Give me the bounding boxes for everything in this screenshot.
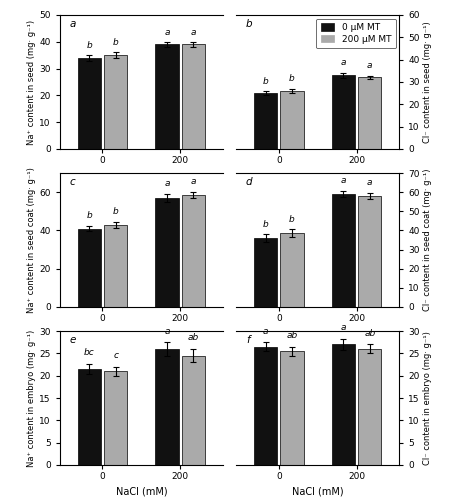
Text: d: d — [246, 177, 252, 187]
Bar — [78, 58, 101, 149]
Bar — [155, 198, 179, 307]
Bar — [332, 194, 355, 307]
Bar — [182, 195, 205, 307]
Text: a: a — [164, 326, 170, 336]
Text: f: f — [246, 335, 249, 345]
Text: a: a — [190, 28, 196, 37]
Text: bc: bc — [84, 348, 95, 357]
Y-axis label: Na⁺ content in embryo (mg· g⁻¹): Na⁺ content in embryo (mg· g⁻¹) — [28, 330, 36, 466]
Text: a: a — [341, 324, 346, 332]
Bar — [78, 228, 101, 307]
Text: b: b — [246, 19, 252, 29]
X-axis label: NaCl (mM): NaCl (mM) — [116, 486, 167, 496]
Text: a: a — [341, 176, 346, 186]
Bar — [358, 196, 381, 307]
Y-axis label: Cl⁻ content in seed (mg· g⁻¹): Cl⁻ content in seed (mg· g⁻¹) — [423, 21, 431, 143]
Bar — [155, 44, 179, 149]
Bar — [254, 93, 277, 149]
Bar — [104, 55, 127, 149]
Bar — [358, 78, 381, 149]
Bar — [280, 351, 304, 465]
Y-axis label: Na⁺ content in seed (mg· g⁻¹): Na⁺ content in seed (mg· g⁻¹) — [28, 20, 36, 144]
Bar — [78, 369, 101, 465]
Bar — [332, 76, 355, 149]
Text: b: b — [113, 207, 118, 216]
Bar — [104, 371, 127, 465]
Legend: 0 μM MT, 200 μM MT: 0 μM MT, 200 μM MT — [316, 18, 396, 48]
Text: a: a — [164, 180, 170, 188]
Bar — [104, 224, 127, 307]
Bar — [280, 91, 304, 149]
Text: a: a — [367, 178, 373, 188]
Bar — [332, 344, 355, 465]
Text: b: b — [263, 77, 269, 86]
Text: b: b — [289, 74, 295, 83]
Bar — [155, 349, 179, 465]
Text: b: b — [86, 211, 92, 220]
Text: ab: ab — [286, 331, 297, 340]
Text: c: c — [69, 177, 75, 187]
Text: a: a — [263, 326, 269, 336]
Bar — [280, 234, 304, 307]
Text: ab: ab — [188, 333, 199, 342]
Text: b: b — [263, 220, 269, 228]
Y-axis label: Cl⁻ content in embryo (mg· g⁻¹): Cl⁻ content in embryo (mg· g⁻¹) — [423, 331, 431, 465]
Bar — [254, 238, 277, 307]
Text: e: e — [69, 335, 76, 345]
Text: b: b — [113, 38, 118, 46]
Text: b: b — [86, 41, 92, 50]
X-axis label: NaCl (mM): NaCl (mM) — [292, 486, 343, 496]
Text: a: a — [341, 58, 346, 67]
Text: b: b — [289, 214, 295, 224]
Y-axis label: Cl⁻ content in seed coat (mg· g⁻¹): Cl⁻ content in seed coat (mg· g⁻¹) — [423, 169, 431, 311]
Y-axis label: Na⁺ content in seed coat (mg· g⁻¹): Na⁺ content in seed coat (mg· g⁻¹) — [28, 167, 36, 313]
Text: c: c — [113, 351, 118, 360]
Bar — [182, 44, 205, 149]
Text: a: a — [367, 61, 373, 70]
Bar — [358, 349, 381, 465]
Text: a: a — [190, 178, 196, 186]
Bar — [254, 346, 277, 465]
Text: a: a — [69, 19, 76, 29]
Bar — [182, 356, 205, 465]
Text: a: a — [164, 28, 170, 37]
Text: ab: ab — [364, 329, 375, 338]
